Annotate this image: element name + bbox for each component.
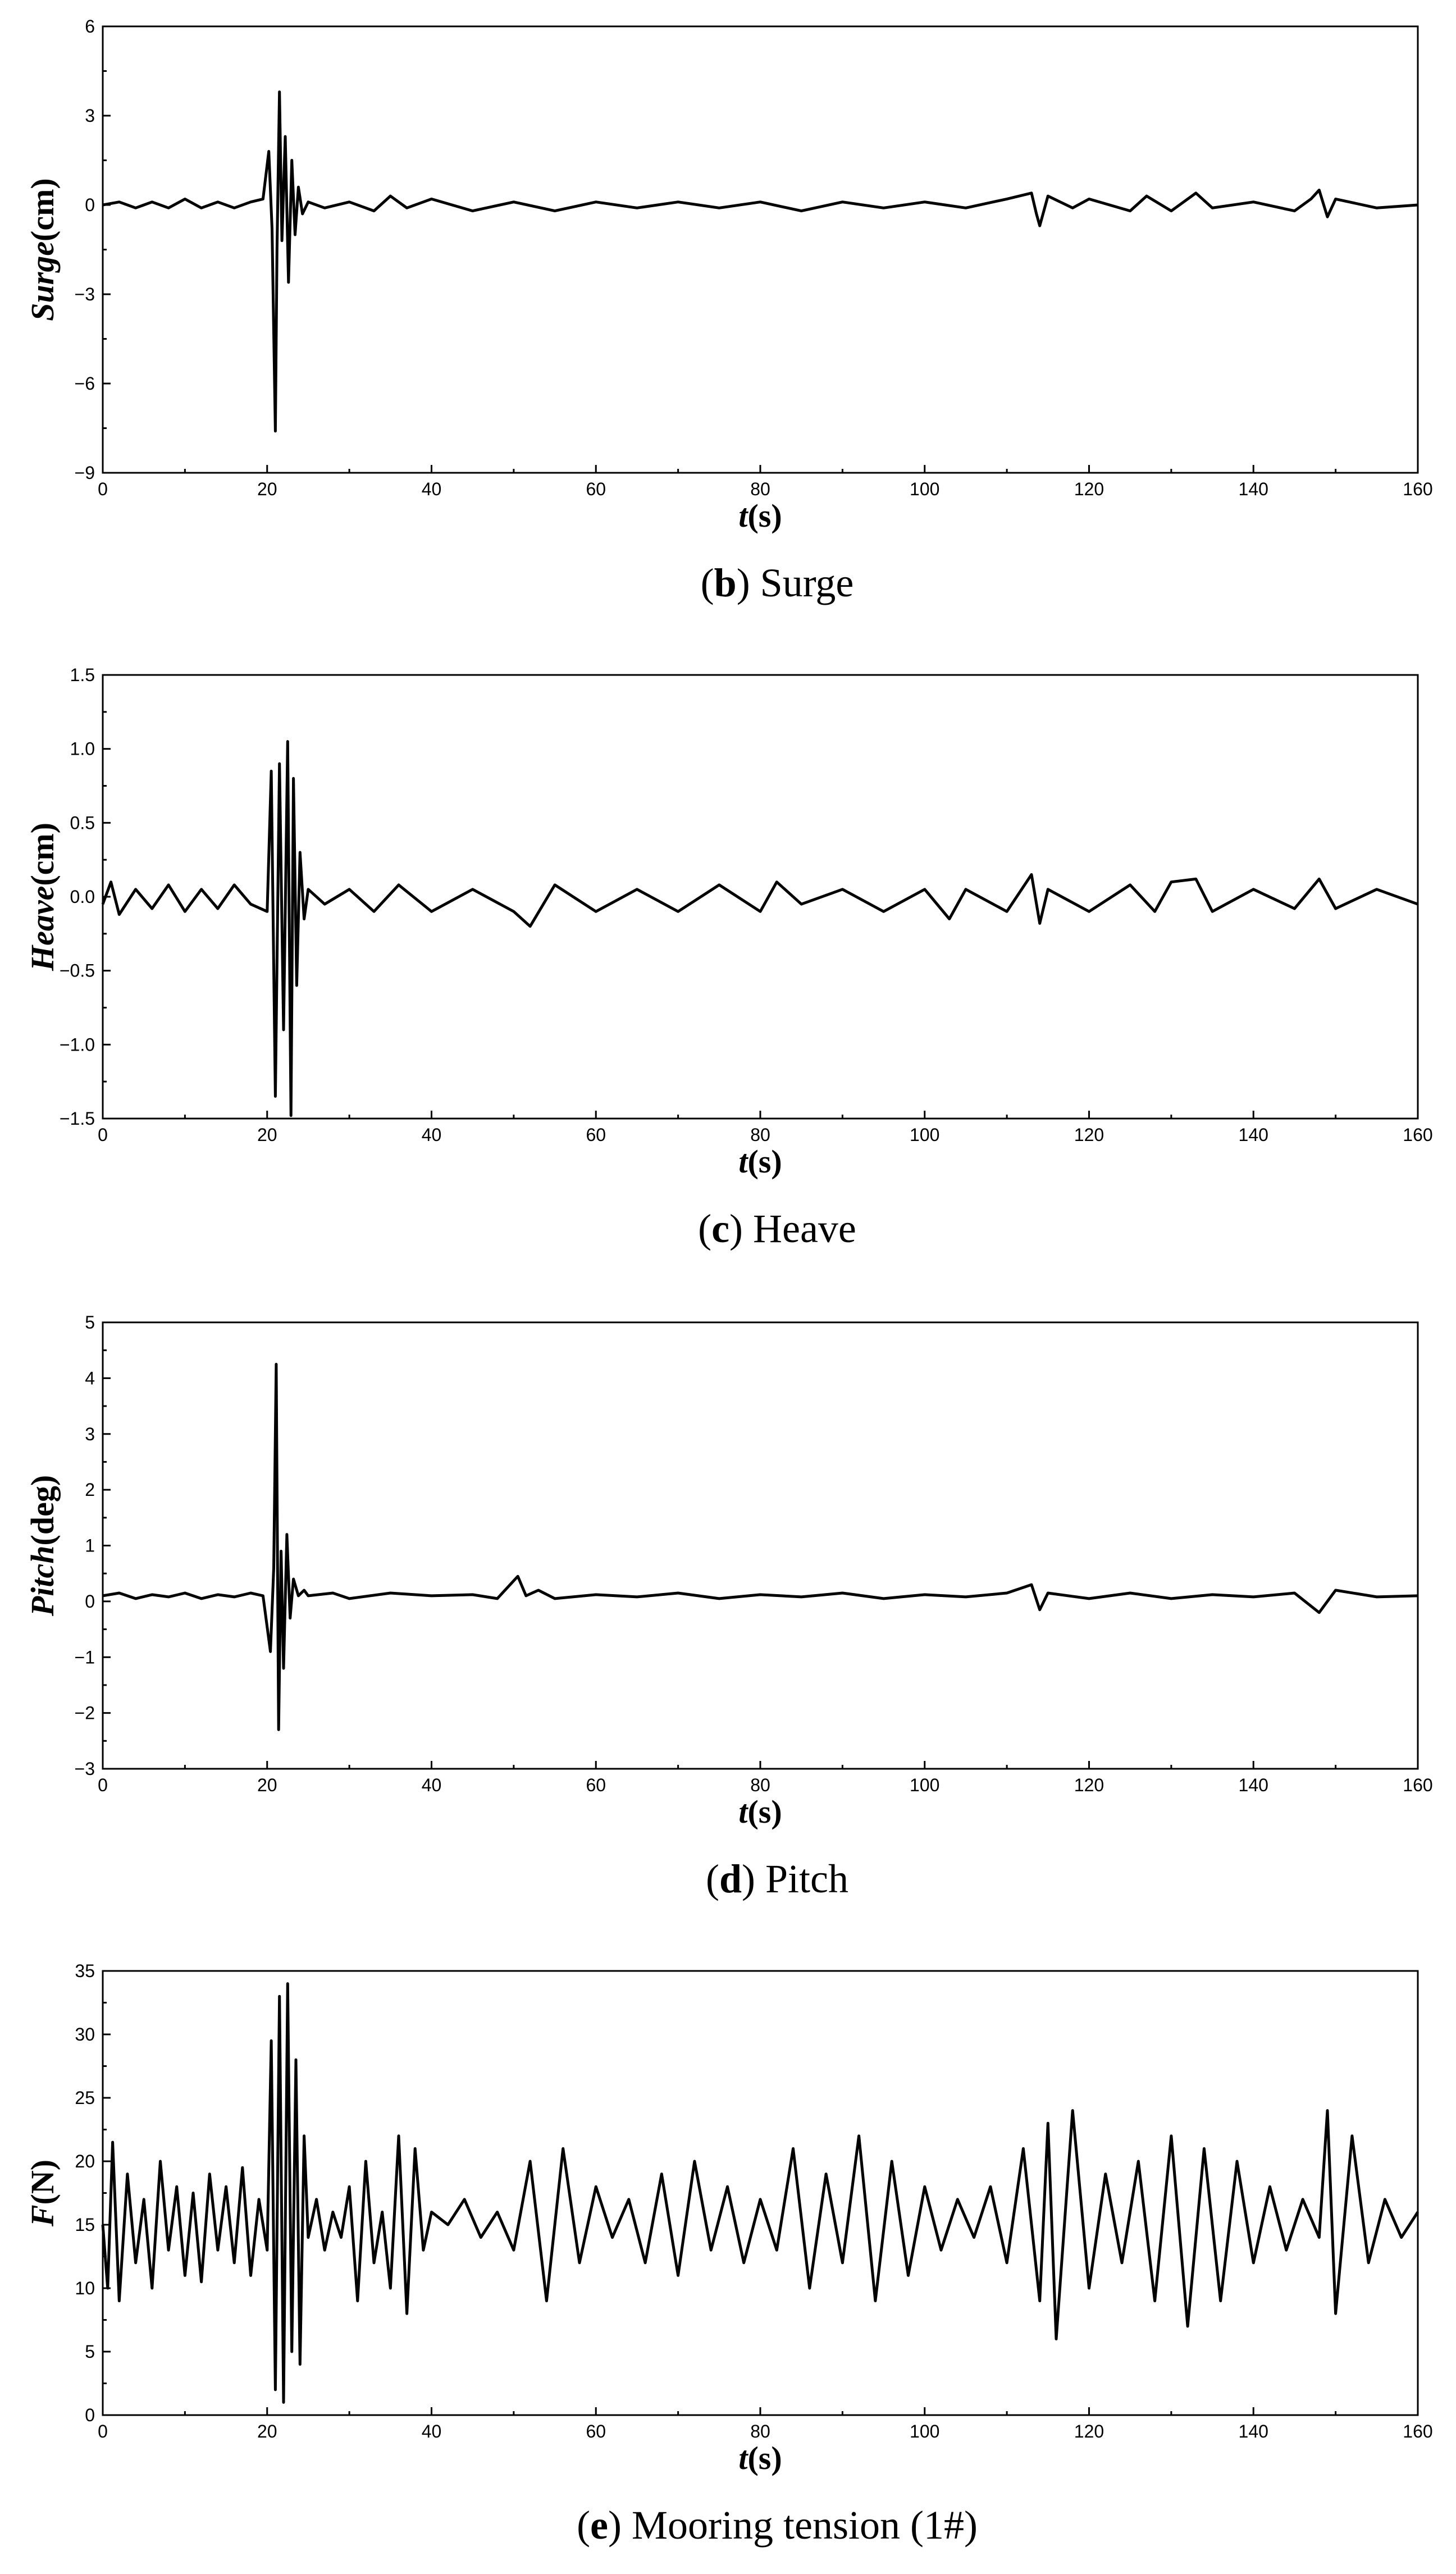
- y-tick-label: −1.0: [60, 1034, 95, 1055]
- x-axis-label: t(s): [738, 1143, 782, 1180]
- x-tick-label: 140: [1239, 1775, 1268, 1795]
- chart-panel-e: 0 20 40 60 80 100 120 140 160 0 5 10 15 20 25 30 35 t(s) F…: [24, 1961, 1433, 2548]
- x-tick-label: 0: [98, 1775, 108, 1795]
- x-tick-label: 20: [257, 1775, 277, 1795]
- y-tick-label: 15: [75, 2215, 95, 2235]
- x-tick-label: 40: [422, 1775, 442, 1795]
- y-tick-label: −9: [75, 463, 95, 483]
- y-tick-label: −1.5: [60, 1108, 95, 1129]
- data-series-line: [101, 1982, 1420, 2404]
- x-tick-label: 0: [98, 2421, 108, 2441]
- panel-caption: (b) Surge: [701, 560, 854, 605]
- x-tick-label: 80: [750, 1775, 770, 1795]
- panel-caption: (d) Pitch: [706, 1856, 848, 1901]
- y-tick-label: 4: [85, 1368, 95, 1388]
- x-axis-label: t(s): [738, 1793, 782, 1830]
- x-tick-label: 140: [1239, 1125, 1268, 1145]
- x-tick-label: 100: [910, 1775, 939, 1795]
- y-tick-label: 1.0: [70, 739, 95, 759]
- y-tick-label: 35: [75, 1961, 95, 1981]
- x-tick-label: 120: [1074, 479, 1104, 499]
- chart-panel-d: 0 20 40 60 80 100 120 140 160 −3 −2 −1 0 1 2 3 4 5 t(s) Pit…: [24, 1312, 1433, 1901]
- y-axis-label: Surge(cm): [24, 178, 61, 321]
- x-tick-label: 160: [1403, 479, 1432, 499]
- plot-frame: [102, 25, 1419, 474]
- x-tick-label: 20: [257, 1125, 277, 1145]
- y-tick-label: 25: [75, 2088, 95, 2108]
- x-tick-label: 40: [422, 1125, 442, 1145]
- y-tick-label: 3: [85, 1424, 95, 1444]
- y-tick-label: −2: [75, 1703, 95, 1723]
- panel-caption: (c) Heave: [698, 1206, 856, 1251]
- y-tick-label: 2: [85, 1480, 95, 1500]
- y-tick-label: −1: [75, 1647, 95, 1667]
- x-tick-label: 80: [750, 1125, 770, 1145]
- x-tick-label: 40: [422, 479, 442, 499]
- x-tick-label: 20: [257, 2421, 277, 2441]
- chart-panel-b: 0 20 40 60 80 100 120 140 160 −9 −6 −3 0 3 6 t(s) Surge(…: [24, 16, 1433, 605]
- y-tick-label: −0.5: [60, 961, 95, 981]
- y-axis-label: Heave(cm): [24, 823, 61, 971]
- x-tick-label: 160: [1403, 1125, 1432, 1145]
- x-tick-label: 120: [1074, 1775, 1104, 1795]
- x-axis-label: t(s): [738, 498, 782, 534]
- y-tick-label: −3: [75, 284, 95, 304]
- y-tick-label: 5: [85, 1312, 95, 1332]
- y-tick-label: −3: [75, 1759, 95, 1779]
- x-tick-label: 160: [1403, 2421, 1432, 2441]
- y-axis-label: Pitch(deg): [24, 1475, 61, 1617]
- y-tick-label: 5: [85, 2342, 95, 2362]
- x-tick-label: 60: [586, 1125, 606, 1145]
- x-tick-label: 100: [910, 1125, 939, 1145]
- y-tick-label: 10: [75, 2278, 95, 2298]
- y-axis-label: F(N): [24, 2160, 61, 2227]
- y-tick-label: 0: [85, 1591, 95, 1612]
- y-tick-label: 1.5: [70, 665, 95, 685]
- x-tick-label: 160: [1403, 1775, 1432, 1795]
- data-series-line: [102, 90, 1418, 433]
- panel-caption: (e) Mooring tension (1#): [577, 2503, 978, 2548]
- x-tick-label: 60: [586, 1775, 606, 1795]
- y-tick-label: 0: [85, 2405, 95, 2425]
- x-axis-label: t(s): [738, 2440, 782, 2476]
- x-tick-label: 120: [1074, 1125, 1104, 1145]
- data-series-line: [102, 1363, 1418, 1731]
- data-series-line: [101, 740, 1418, 1117]
- x-tick-label: 80: [750, 2421, 770, 2441]
- x-tick-label: 140: [1239, 2421, 1268, 2441]
- chart-panel-c: 0 20 40 60 80 100 120 140 160 −1.5 −1.0 −0.5 0.0 0.5 1…: [24, 665, 1433, 1251]
- x-tick-label: 60: [586, 2421, 606, 2441]
- x-tick-label: 0: [98, 1125, 108, 1145]
- y-tick-label: −6: [75, 373, 95, 394]
- y-tick-label: 30: [75, 2024, 95, 2044]
- x-tick-label: 140: [1239, 479, 1268, 499]
- x-tick-label: 40: [422, 2421, 442, 2441]
- y-tick-label: 0: [85, 195, 95, 215]
- x-tick-label: 100: [910, 2421, 939, 2441]
- y-tick-label: 0.5: [70, 813, 95, 833]
- y-tick-label: 1: [85, 1536, 95, 1556]
- x-tick-label: 20: [257, 479, 277, 499]
- y-tick-label: 0.0: [70, 887, 95, 907]
- x-tick-label: 0: [98, 479, 108, 499]
- y-tick-label: 20: [75, 2151, 95, 2171]
- plot-frame: [102, 1321, 1419, 1770]
- y-tick-label: 6: [85, 16, 95, 36]
- x-tick-label: 120: [1074, 2421, 1104, 2441]
- x-tick-label: 100: [910, 479, 939, 499]
- x-tick-label: 60: [586, 479, 606, 499]
- x-tick-label: 80: [750, 479, 770, 499]
- y-tick-label: 3: [85, 106, 95, 126]
